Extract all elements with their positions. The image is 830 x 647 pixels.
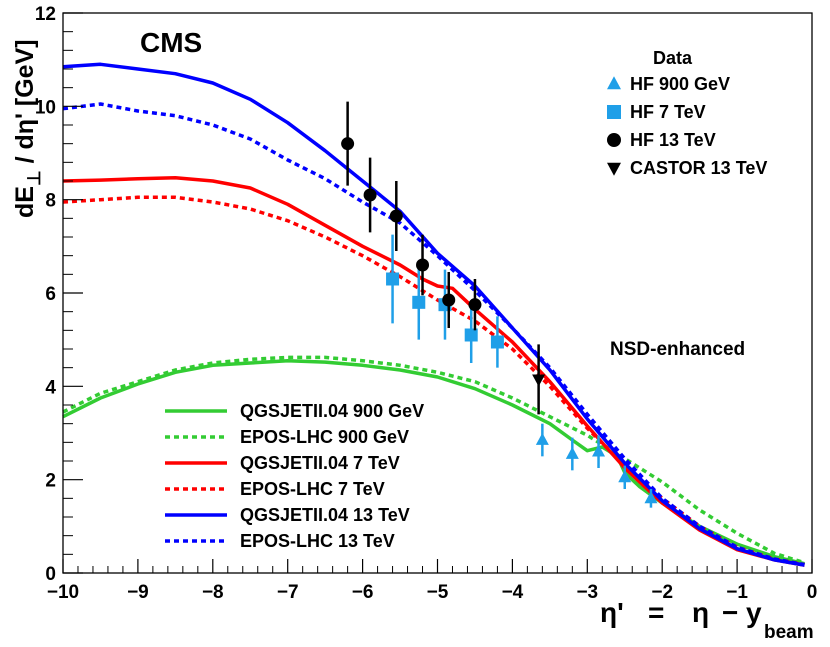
- legend-label-hf-7-tev: HF 7 TeV: [630, 102, 706, 122]
- data-point-hf-7-tev: [412, 295, 426, 309]
- x-tick-label: 0: [807, 582, 818, 603]
- x-tick-label: −3: [576, 582, 598, 603]
- y-tick-label: 6: [45, 284, 56, 305]
- data-legend-title: Data: [653, 48, 693, 68]
- x-tick-label: −8: [202, 582, 224, 603]
- y-axis-title: dE⊥ / dη' [GeV]: [11, 39, 44, 218]
- legend-label-epos-lhc-7-tev: EPOS-LHC 7 TeV: [240, 479, 385, 499]
- data-point-hf-13-tev: [442, 293, 456, 307]
- x-axis-title-prime: η': [600, 597, 624, 628]
- y-tick-label: 4: [45, 377, 56, 398]
- data-point-hf-900-gev: [535, 432, 549, 445]
- data-point-hf-7-tev: [386, 272, 400, 286]
- legend-label-castor-13-tev: CASTOR 13 TeV: [630, 158, 767, 178]
- series-line-epos-lhc-900-gev: [62, 355, 806, 565]
- model-curves: [62, 62, 806, 567]
- x-tick-label: −5: [427, 582, 449, 603]
- data-point-hf-7-tev: [490, 335, 504, 349]
- y-tick-label: 8: [45, 191, 56, 212]
- x-axis-title-eq: =: [648, 597, 664, 628]
- y-tick-label: 10: [35, 97, 56, 118]
- legend-label-hf-900-gev: HF 900 GeV: [630, 74, 730, 94]
- data-point-hf-13-tev: [363, 188, 377, 202]
- legend-marker-hf-7-tev: [607, 105, 621, 119]
- nsd-annotation: NSD-enhanced: [610, 339, 745, 360]
- y-axis-title-tail: / dη' [GeV]: [11, 39, 39, 170]
- x-axis-title-eta: η: [692, 597, 709, 628]
- x-tick-label: −6: [352, 582, 374, 603]
- legend-marker-hf-900-gev: [607, 76, 621, 90]
- x-axis-title-minus: −: [722, 597, 738, 628]
- data-point-hf-13-tev: [468, 298, 482, 312]
- data-points: [341, 101, 658, 508]
- y-tick-label: 12: [35, 4, 56, 25]
- data-point-hf-13-tev: [389, 209, 403, 223]
- experiment-label: CMS: [140, 27, 202, 58]
- data-point-hf-13-tev: [416, 258, 430, 272]
- x-tick-label: −7: [277, 582, 299, 603]
- data-legend: Data HF 900 GeV HF 7 TeV HF 13 TeV CASTOR 1…: [607, 48, 767, 178]
- data-point-hf-900-gev: [618, 470, 632, 483]
- x-tick-label: −4: [502, 582, 524, 603]
- x-tick-label: −10: [47, 582, 79, 603]
- data-point-hf-900-gev: [644, 491, 658, 504]
- x-tick-label: −9: [127, 582, 149, 603]
- legend-label-qgsjetii-04-13-tev: QGSJETII.04 13 TeV: [240, 505, 410, 525]
- data-point-hf-7-tev: [464, 328, 478, 342]
- data-point-castor-13-tev: [532, 374, 546, 387]
- model-legend: QGSJETII.04 900 GeV EPOS-LHC 900 GeV QGSJE…: [165, 401, 424, 551]
- series-line-qgsjetii-04-13-tev: [62, 62, 805, 567]
- x-tick-label: −2: [651, 582, 673, 603]
- legend-label-hf-13-tev: HF 13 TeV: [630, 130, 716, 150]
- legend-marker-castor-13-tev: [607, 162, 621, 176]
- legend-marker-hf-13-tev: [607, 133, 621, 147]
- series-line-epos-lhc-13-tev: [62, 102, 805, 567]
- x-axis-title-y: y: [746, 597, 762, 628]
- data-point-hf-900-gev: [565, 446, 579, 459]
- legend-label-epos-lhc-13-tev: EPOS-LHC 13 TeV: [240, 531, 395, 551]
- legend-label-epos-lhc-900-gev: EPOS-LHC 900 GeV: [240, 427, 409, 447]
- y-axis-title-sub: ⊥: [24, 170, 44, 186]
- x-axis-title-sub: beam: [764, 622, 814, 643]
- legend-label-qgsjetii-04-900-gev: QGSJETII.04 900 GeV: [240, 401, 424, 421]
- y-tick-label: 0: [45, 564, 56, 585]
- y-axis-title-main: dE: [11, 186, 39, 218]
- legend-label-qgsjetii-04-7-tev: QGSJETII.04 7 TeV: [240, 453, 400, 473]
- data-point-hf-13-tev: [341, 137, 355, 151]
- data-point-hf-900-gev: [592, 444, 606, 457]
- x-axis-title: η' = η − y beam: [600, 597, 814, 643]
- x-tick-label: −1: [726, 582, 748, 603]
- y-tick-label: 2: [45, 471, 56, 492]
